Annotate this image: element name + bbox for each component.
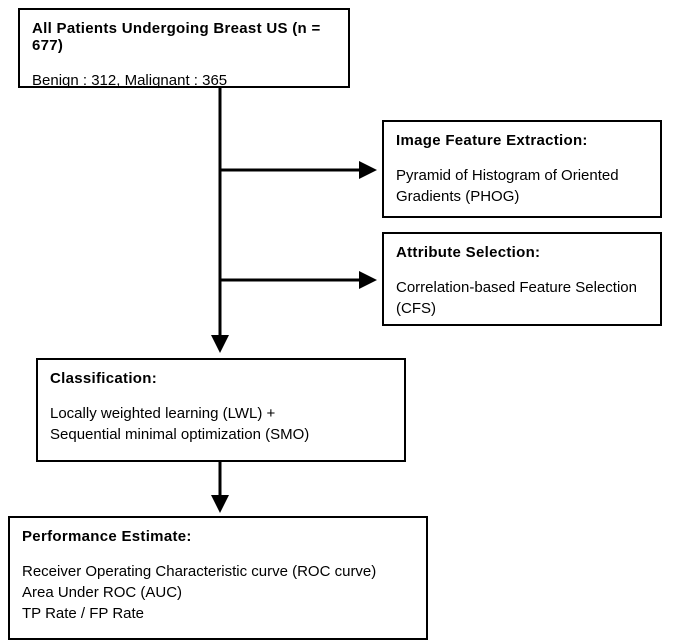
patients-title: All Patients Undergoing Breast US (n = 6… — [32, 20, 336, 54]
performance-body-line3: TP Rate / FP Rate — [22, 603, 414, 624]
attribute-selection-title: Attribute Selection: — [396, 244, 648, 261]
classification-body: Locally weighted learning (LWL) + Sequen… — [50, 403, 392, 445]
performance-title: Performance Estimate: — [22, 528, 414, 545]
classification-body-line1: Locally weighted learning (LWL) + — [50, 403, 392, 424]
box-patients: All Patients Undergoing Breast US (n = 6… — [18, 8, 350, 88]
performance-body-line2: Area Under ROC (AUC) — [22, 582, 414, 603]
feature-extraction-body: Pyramid of Histogram of Oriented Gradien… — [396, 165, 648, 207]
box-feature-extraction: Image Feature Extraction: Pyramid of His… — [382, 120, 662, 218]
patients-body: Benign : 312, Malignant : 365 — [32, 70, 336, 91]
classification-title: Classification: — [50, 370, 392, 387]
attribute-selection-body: Correlation-based Feature Selection (CFS… — [396, 277, 648, 319]
feature-extraction-title: Image Feature Extraction: — [396, 132, 648, 149]
box-performance: Performance Estimate: Receiver Operating… — [8, 516, 428, 640]
performance-body-line1: Receiver Operating Characteristic curve … — [22, 561, 414, 582]
performance-body: Receiver Operating Characteristic curve … — [22, 561, 414, 624]
classification-body-line2: Sequential minimal optimization (SMO) — [50, 424, 392, 445]
box-classification: Classification: Locally weighted learnin… — [36, 358, 406, 462]
box-attribute-selection: Attribute Selection: Correlation-based F… — [382, 232, 662, 326]
